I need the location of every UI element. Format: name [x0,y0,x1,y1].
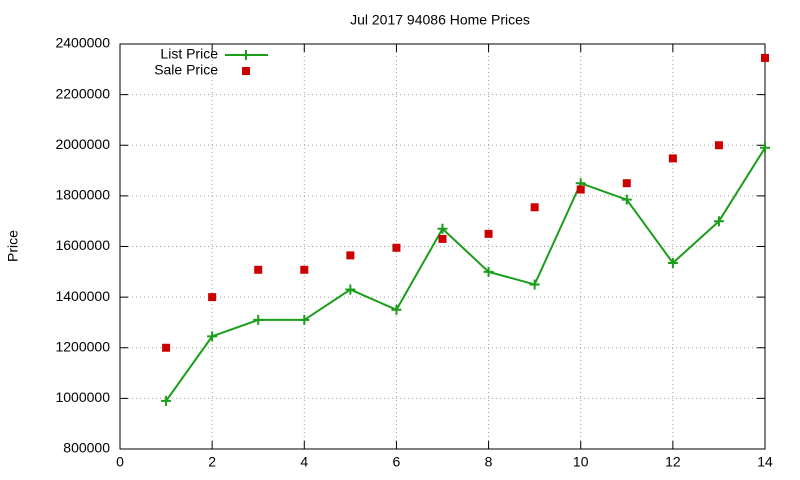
square-marker [530,203,539,212]
y-tick-label: 2200000 [55,85,110,101]
x-tick-label: 14 [757,454,773,470]
square-marker [346,251,355,260]
x-tick-label: 10 [573,454,589,470]
plus-marker [437,223,448,234]
plus-marker [621,194,632,205]
y-tick-label: 800000 [63,440,110,456]
plus-marker [760,142,770,153]
plus-marker [529,279,540,290]
x-tick-label: 8 [485,454,493,470]
plus-marker [161,395,172,406]
square-marker [668,154,677,163]
y-tick-label: 1000000 [55,389,110,405]
y-tick-label: 1200000 [55,338,110,354]
square-marker [622,179,631,188]
square-marker [254,265,263,274]
x-tick-label: 0 [116,454,124,470]
square-marker [438,234,447,243]
y-tick-label: 1400000 [55,288,110,304]
legend-label: List Price [160,46,218,62]
chart-title: Jul 2017 94086 Home Prices [350,12,530,28]
y-tick-label: 1800000 [55,187,110,203]
plus-marker [345,284,356,295]
x-tick-label: 2 [208,454,216,470]
x-tick-label: 4 [300,454,308,470]
square-marker [300,265,309,274]
x-tick-label: 12 [665,454,681,470]
square-marker [761,53,769,62]
square-marker [484,229,493,238]
plus-marker [713,216,724,227]
y-axis-label: Price [5,230,21,262]
plus-marker [667,257,678,268]
square-marker [392,243,401,252]
legend-marker [241,50,251,60]
y-tick-label: 2400000 [55,35,110,51]
series-line [165,147,766,402]
y-tick-label: 2000000 [55,136,110,152]
plot-border [119,43,766,450]
square-marker [714,141,723,150]
plus-marker [391,304,402,315]
plus-marker [207,331,218,342]
square-marker [162,343,171,352]
square-marker [576,185,585,194]
y-tick-label: 1600000 [55,237,110,253]
legend-marker [242,67,250,75]
plus-marker [253,314,264,325]
plus-marker [299,314,310,325]
legend-label: Sale Price [154,62,218,78]
square-marker [208,293,217,302]
x-tick-label: 6 [393,454,401,470]
plus-marker [483,266,494,277]
